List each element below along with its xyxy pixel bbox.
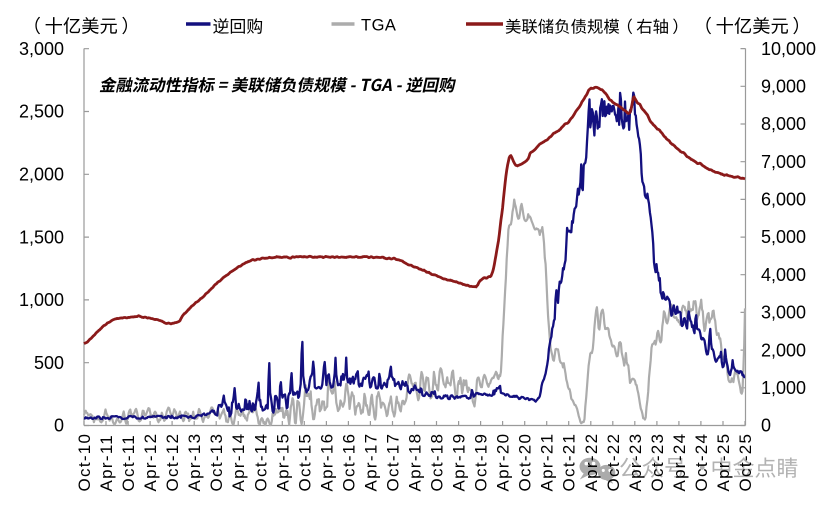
svg-text:Oct-12: Oct-12 bbox=[163, 433, 182, 492]
svg-text:Oct-21: Oct-21 bbox=[560, 433, 579, 492]
svg-text:Apr-21: Apr-21 bbox=[538, 433, 557, 492]
svg-text:5,000: 5,000 bbox=[761, 227, 806, 247]
svg-text:Oct-10: Oct-10 bbox=[75, 433, 94, 492]
svg-text:Apr-17: Apr-17 bbox=[361, 433, 380, 492]
svg-text:Oct-23: Oct-23 bbox=[648, 433, 667, 492]
svg-text:Apr-13: Apr-13 bbox=[185, 433, 204, 492]
svg-text:Oct-13: Oct-13 bbox=[207, 433, 226, 492]
svg-text:Apr-23: Apr-23 bbox=[626, 433, 645, 492]
svg-text:Oct-15: Oct-15 bbox=[295, 433, 314, 492]
svg-text:1,000: 1,000 bbox=[761, 378, 806, 398]
svg-text:1,000: 1,000 bbox=[19, 290, 64, 310]
svg-text:Apr-19: Apr-19 bbox=[450, 433, 469, 492]
svg-text:9,000: 9,000 bbox=[761, 77, 806, 97]
svg-text:3,000: 3,000 bbox=[19, 39, 64, 59]
svg-text:2,500: 2,500 bbox=[19, 102, 64, 122]
svg-text:10,000: 10,000 bbox=[761, 39, 816, 59]
svg-text:Oct-17: Oct-17 bbox=[384, 433, 403, 492]
svg-text:Oct-22: Oct-22 bbox=[604, 433, 623, 492]
svg-text:3,000: 3,000 bbox=[761, 303, 806, 323]
svg-text:6,000: 6,000 bbox=[761, 190, 806, 210]
svg-text:Oct-18: Oct-18 bbox=[428, 433, 447, 492]
svg-text:Oct-24: Oct-24 bbox=[692, 433, 711, 492]
svg-text:Apr-16: Apr-16 bbox=[317, 433, 336, 492]
svg-text:Apr-20: Apr-20 bbox=[494, 433, 513, 492]
svg-text:Apr-22: Apr-22 bbox=[582, 433, 601, 492]
svg-text:Oct-25: Oct-25 bbox=[736, 433, 755, 492]
svg-text:8,000: 8,000 bbox=[761, 114, 806, 134]
svg-text:Oct-20: Oct-20 bbox=[516, 433, 535, 492]
svg-text:Oct-11: Oct-11 bbox=[119, 434, 138, 492]
svg-text:Apr-15: Apr-15 bbox=[273, 433, 292, 492]
svg-text:Apr-14: Apr-14 bbox=[229, 433, 248, 492]
svg-text:0: 0 bbox=[54, 416, 64, 436]
svg-text:Oct-16: Oct-16 bbox=[339, 433, 358, 492]
svg-text:Apr-11: Apr-11 bbox=[97, 434, 116, 492]
svg-text:4,000: 4,000 bbox=[761, 265, 806, 285]
svg-text:Apr-24: Apr-24 bbox=[670, 433, 689, 492]
svg-text:1,500: 1,500 bbox=[19, 227, 64, 247]
svg-text:Apr-25: Apr-25 bbox=[714, 433, 733, 492]
svg-text:0: 0 bbox=[761, 416, 771, 436]
svg-text:Oct-14: Oct-14 bbox=[251, 433, 270, 492]
svg-text:2,000: 2,000 bbox=[19, 165, 64, 185]
svg-text:7,000: 7,000 bbox=[761, 152, 806, 172]
svg-text:Apr-12: Apr-12 bbox=[141, 433, 160, 492]
svg-text:TGA: TGA bbox=[361, 17, 396, 35]
svg-text:500: 500 bbox=[34, 353, 64, 373]
svg-text:Apr-18: Apr-18 bbox=[406, 433, 425, 492]
svg-text:Oct-19: Oct-19 bbox=[472, 433, 491, 492]
svg-text:2,000: 2,000 bbox=[761, 340, 806, 360]
